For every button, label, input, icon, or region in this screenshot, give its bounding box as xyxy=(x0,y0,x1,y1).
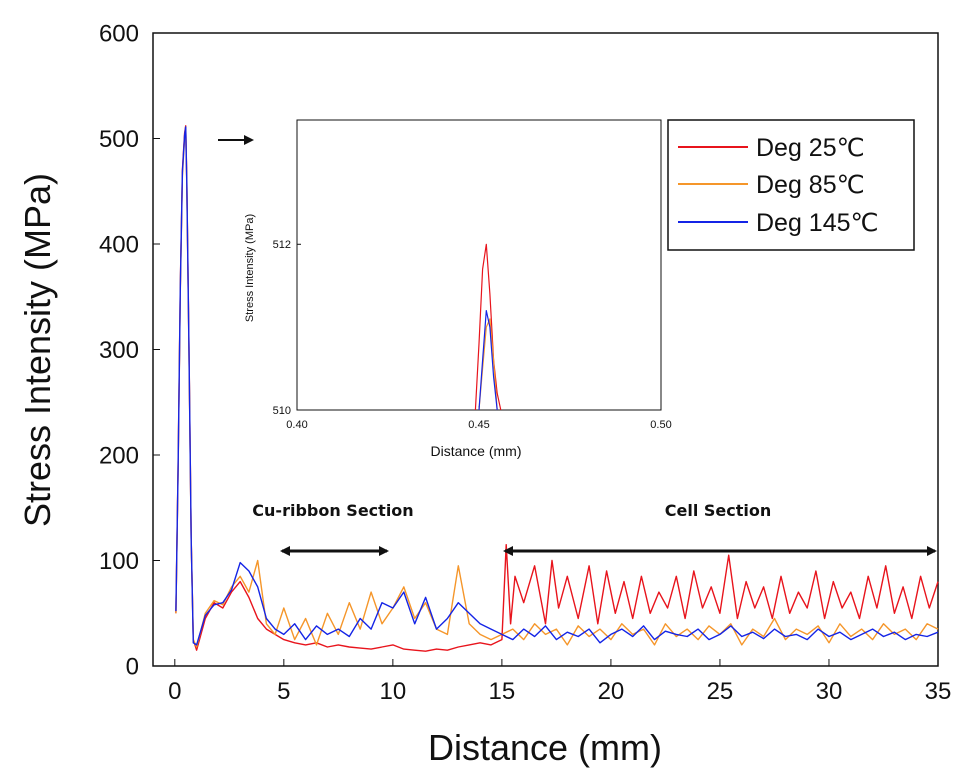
inset-ticks: 0.40 0.45 0.50 510 512 xyxy=(273,239,672,431)
main-x-tick-label: 5 xyxy=(277,678,290,705)
main-series-line-2 xyxy=(175,126,939,646)
main-y-tick-label: 0 xyxy=(126,653,139,680)
inset-x-tick-label: 0.40 xyxy=(286,419,307,431)
main-x-tick-label: 15 xyxy=(489,678,516,705)
main-y-tick-label: 500 xyxy=(99,126,139,153)
inset-x-tick-label: 0.45 xyxy=(468,419,489,431)
main-y-axis-label: Stress Intensity (MPa) xyxy=(17,173,58,527)
cu-ribbon-section-label: Cu-ribbon Section xyxy=(252,501,413,520)
main-series-line-0 xyxy=(175,125,939,652)
main-x-tick-label: 20 xyxy=(598,678,625,705)
legend-label-85: Deg 85℃ xyxy=(756,171,865,199)
main-x-tick-label: 25 xyxy=(707,678,734,705)
inset-x-tick-label: 0.50 xyxy=(650,419,671,431)
inset-series-line-0 xyxy=(474,243,502,411)
main-y-tick-label: 400 xyxy=(99,231,139,258)
inset-plot-frame xyxy=(296,119,662,411)
legend-box xyxy=(667,119,915,251)
inset-series-line-2 xyxy=(478,310,498,411)
main-y-tick-label: 100 xyxy=(99,548,139,575)
inset-series xyxy=(474,243,502,411)
main-y-tick-label: 600 xyxy=(99,20,139,47)
main-x-axis-label: Distance (mm) xyxy=(428,727,662,768)
inset-y-tick-label: 510 xyxy=(273,405,291,417)
main-x-tick-label: 30 xyxy=(816,678,843,705)
legend-label-25: Deg 25℃ xyxy=(756,134,865,162)
main-x-tick-label: 0 xyxy=(168,678,181,705)
legend-label-145: Deg 145℃ xyxy=(756,209,879,237)
main-y-tick-label: 200 xyxy=(99,442,139,469)
main-series xyxy=(175,125,939,652)
main-x-tick-label: 10 xyxy=(380,678,407,705)
main-x-tick-label: 35 xyxy=(925,678,952,705)
cell-section-label: Cell Section xyxy=(665,501,772,520)
inset-x-axis-label: Distance (mm) xyxy=(430,443,521,459)
main-y-tick-label: 300 xyxy=(99,337,139,364)
inset-y-axis-label: Stress Intensity (MPa) xyxy=(244,214,256,322)
inset-y-tick-label: 512 xyxy=(273,239,291,251)
